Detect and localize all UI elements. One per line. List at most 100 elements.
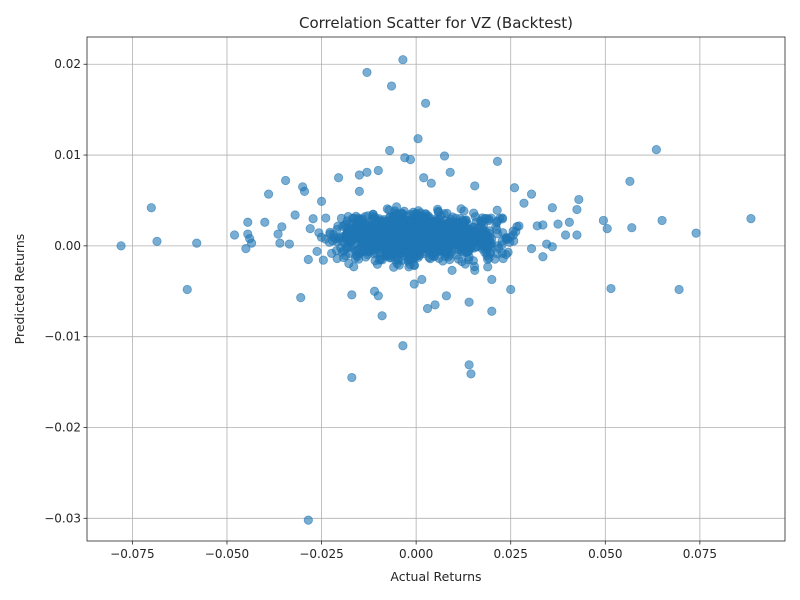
scatter-point bbox=[494, 243, 504, 253]
scatter-point bbox=[657, 215, 667, 226]
scatter-point bbox=[476, 235, 487, 245]
scatter-point bbox=[394, 244, 404, 254]
scatter-point bbox=[260, 217, 270, 227]
scatter-point bbox=[439, 151, 450, 161]
y-tick-label: −0.03 bbox=[44, 511, 81, 525]
scatter-point bbox=[511, 227, 521, 237]
scatter-point bbox=[458, 221, 468, 231]
scatter-point bbox=[399, 234, 409, 244]
scatter-point bbox=[386, 81, 397, 91]
scatter-point bbox=[497, 213, 507, 223]
scatter-point bbox=[464, 297, 474, 307]
scatter-point bbox=[674, 284, 684, 295]
scatter-point bbox=[443, 252, 453, 262]
scatter-point bbox=[498, 253, 508, 264]
scatter-point bbox=[332, 225, 342, 235]
scatter-point bbox=[526, 189, 537, 199]
scatter-point bbox=[241, 243, 251, 254]
scatter-point bbox=[349, 262, 359, 272]
scatter-point bbox=[391, 202, 402, 212]
scatter-point bbox=[277, 222, 287, 232]
scatter-point bbox=[339, 252, 349, 263]
scatter-point bbox=[625, 176, 635, 186]
scatter-point bbox=[273, 229, 283, 239]
scatter-point bbox=[290, 210, 300, 220]
scatter-point bbox=[482, 248, 492, 258]
scatter-point bbox=[308, 214, 318, 224]
scatter-point bbox=[398, 341, 408, 351]
scatter-point bbox=[526, 243, 537, 254]
y-axis-label: Predicted Returns bbox=[12, 234, 27, 345]
scatter-point bbox=[553, 219, 563, 229]
scatter-point bbox=[305, 224, 315, 234]
scatter-point bbox=[538, 252, 548, 262]
scatter-point bbox=[470, 265, 480, 275]
scatter-point bbox=[487, 306, 497, 316]
x-tick-label: 0.025 bbox=[494, 547, 528, 561]
scatter-point bbox=[192, 238, 202, 248]
scatter-point bbox=[501, 233, 511, 243]
scatter-point bbox=[572, 230, 582, 240]
scatter-point bbox=[457, 231, 468, 242]
x-tick-label: −0.050 bbox=[205, 547, 249, 561]
scatter-point bbox=[564, 217, 574, 227]
scatter-point bbox=[470, 181, 480, 191]
scatter-point bbox=[651, 145, 661, 155]
scatter-point bbox=[430, 300, 440, 310]
scatter-point bbox=[416, 234, 426, 244]
scatter-point bbox=[456, 204, 466, 214]
scatter-point bbox=[627, 223, 637, 233]
y-tick-label: −0.01 bbox=[44, 330, 81, 344]
scatter-point bbox=[492, 156, 503, 167]
scatter-point bbox=[422, 303, 433, 314]
scatter-point bbox=[312, 246, 322, 257]
scatter-point bbox=[331, 234, 341, 244]
data-points bbox=[116, 55, 756, 525]
scatter-point bbox=[463, 246, 474, 257]
scatter-point bbox=[408, 207, 418, 217]
scatter-point bbox=[394, 260, 404, 270]
scatter-point bbox=[441, 291, 451, 301]
y-tick-label: 0.01 bbox=[54, 148, 81, 162]
x-tick-label: −0.025 bbox=[299, 547, 343, 561]
scatter-point bbox=[369, 286, 380, 296]
scatter-point bbox=[519, 198, 529, 208]
scatter-point bbox=[430, 239, 441, 249]
scatter-point bbox=[532, 221, 542, 231]
scatter-point bbox=[429, 220, 439, 230]
scatter-point bbox=[146, 203, 156, 213]
scatter-point bbox=[303, 254, 313, 265]
scatter-point bbox=[296, 293, 306, 303]
scatter-point bbox=[316, 196, 327, 206]
scatter-point bbox=[152, 236, 162, 246]
x-tick-label: 0.050 bbox=[588, 547, 622, 561]
x-tick-label: −0.075 bbox=[110, 547, 154, 561]
scatter-point bbox=[490, 254, 500, 264]
scatter-point bbox=[405, 154, 416, 165]
scatter-point bbox=[359, 219, 370, 229]
scatter-point bbox=[460, 259, 470, 269]
scatter-point bbox=[362, 67, 372, 78]
scatter-point bbox=[440, 244, 450, 254]
scatter-point bbox=[354, 170, 364, 180]
scatter-point bbox=[397, 208, 407, 218]
scatter-point bbox=[373, 165, 383, 176]
scatter-point bbox=[427, 230, 437, 241]
scatter-point bbox=[361, 252, 371, 262]
scatter-point bbox=[691, 228, 701, 238]
axis-ticks: −0.075 −0.050 −0.025 0.000 0.025 0.050 0.075 −0… bbox=[44, 57, 717, 561]
x-tick-label: 0.075 bbox=[683, 547, 717, 561]
scatter-point bbox=[487, 274, 497, 285]
x-axis-label: Actual Returns bbox=[390, 569, 481, 584]
scatter-point bbox=[116, 241, 126, 251]
scatter-point bbox=[408, 223, 418, 233]
x-tick-label: 0.000 bbox=[399, 547, 433, 561]
scatter-point bbox=[572, 204, 582, 215]
scatter-point bbox=[243, 217, 253, 227]
scatter-point bbox=[424, 252, 434, 263]
scatter-point bbox=[445, 167, 455, 177]
scatter-point bbox=[182, 284, 192, 295]
scatter-point bbox=[420, 98, 431, 108]
